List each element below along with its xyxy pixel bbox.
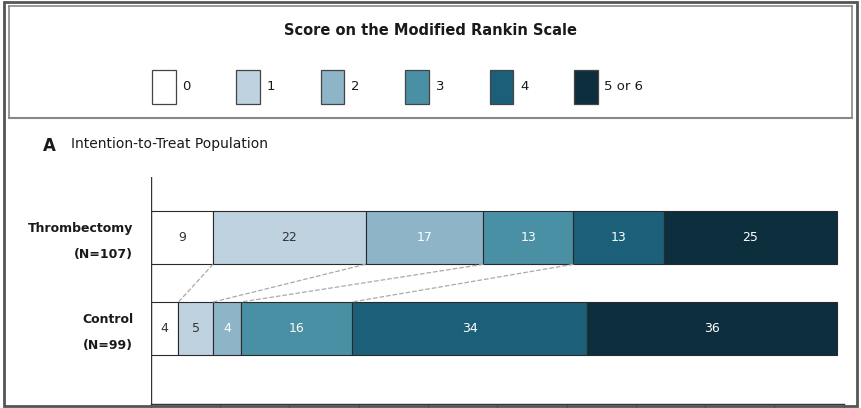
Bar — [574, 70, 598, 104]
Bar — [321, 70, 344, 104]
Text: 36: 36 — [704, 322, 720, 335]
Text: 4: 4 — [520, 80, 529, 93]
Text: A: A — [43, 137, 56, 155]
Bar — [151, 211, 213, 264]
Text: Score on the Modified Rankin Scale: Score on the Modified Rankin Scale — [284, 23, 577, 38]
Text: 25: 25 — [742, 231, 759, 244]
Bar — [351, 302, 587, 355]
Bar — [573, 211, 664, 264]
Text: (N=99): (N=99) — [84, 339, 133, 352]
Text: 17: 17 — [417, 231, 432, 244]
Text: 3: 3 — [436, 80, 444, 93]
Bar — [213, 211, 366, 264]
Bar — [241, 302, 351, 355]
Bar — [237, 70, 260, 104]
Text: 34: 34 — [461, 322, 477, 335]
Bar — [406, 70, 429, 104]
Bar — [178, 302, 213, 355]
Bar — [152, 70, 176, 104]
Text: 9: 9 — [178, 231, 186, 244]
Text: Thrombectomy: Thrombectomy — [28, 222, 133, 235]
Bar — [587, 302, 837, 355]
Text: 16: 16 — [288, 322, 304, 335]
Bar — [664, 211, 837, 264]
Bar — [483, 211, 573, 264]
Bar — [213, 302, 241, 355]
Text: Control: Control — [82, 313, 133, 326]
Bar — [490, 70, 513, 104]
Text: 13: 13 — [610, 231, 627, 244]
Text: 4: 4 — [223, 322, 231, 335]
Text: 22: 22 — [282, 231, 297, 244]
Text: 4: 4 — [161, 322, 169, 335]
Text: 5 or 6: 5 or 6 — [604, 80, 643, 93]
Text: 13: 13 — [521, 231, 536, 244]
Text: 2: 2 — [351, 80, 360, 93]
Text: Intention-to-Treat Population: Intention-to-Treat Population — [71, 137, 268, 151]
Text: 1: 1 — [267, 80, 276, 93]
Text: (N=107): (N=107) — [74, 248, 133, 261]
Text: 5: 5 — [192, 322, 200, 335]
Text: 0: 0 — [183, 80, 191, 93]
Bar — [366, 211, 483, 264]
Bar — [151, 302, 178, 355]
